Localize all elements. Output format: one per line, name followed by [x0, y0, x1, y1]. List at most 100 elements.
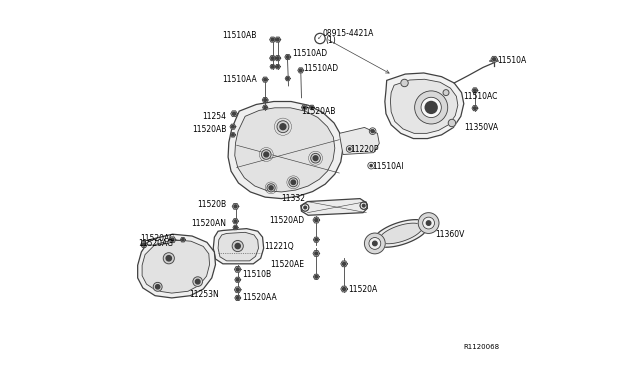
Polygon shape — [262, 77, 268, 82]
Circle shape — [426, 221, 431, 225]
Circle shape — [364, 233, 385, 254]
Text: 11510AB: 11510AB — [223, 31, 257, 41]
Text: 11510AD: 11510AD — [304, 64, 339, 73]
Circle shape — [303, 106, 306, 109]
Circle shape — [280, 124, 286, 130]
Text: 11520AE: 11520AE — [271, 260, 305, 269]
Polygon shape — [275, 37, 281, 42]
Polygon shape — [309, 105, 314, 110]
Circle shape — [143, 243, 145, 246]
Circle shape — [271, 38, 274, 41]
Circle shape — [235, 243, 240, 248]
Text: 11520AB: 11520AB — [301, 107, 335, 116]
Circle shape — [234, 220, 237, 222]
Polygon shape — [301, 105, 307, 110]
Circle shape — [315, 219, 318, 222]
Text: R1120068: R1120068 — [463, 344, 500, 350]
Polygon shape — [141, 242, 147, 247]
Polygon shape — [218, 232, 259, 261]
Polygon shape — [285, 54, 291, 60]
Polygon shape — [373, 219, 428, 247]
Circle shape — [195, 279, 200, 284]
Polygon shape — [142, 240, 209, 293]
Text: 11520AA: 11520AA — [242, 293, 277, 302]
Text: 11510AI: 11510AI — [372, 162, 403, 171]
Circle shape — [236, 278, 239, 281]
Text: 11220P: 11220P — [350, 145, 379, 154]
Circle shape — [493, 58, 496, 61]
Polygon shape — [380, 223, 422, 244]
Circle shape — [182, 238, 184, 241]
Polygon shape — [228, 102, 343, 199]
Text: 11520B: 11520B — [198, 200, 227, 209]
Polygon shape — [230, 111, 237, 116]
Text: 11221Q: 11221Q — [264, 241, 294, 250]
Polygon shape — [235, 277, 241, 282]
Circle shape — [311, 153, 321, 163]
Circle shape — [171, 238, 174, 241]
Circle shape — [424, 101, 438, 114]
Circle shape — [342, 288, 346, 291]
Circle shape — [276, 65, 279, 68]
Text: 11520AB: 11520AB — [192, 125, 227, 134]
Circle shape — [415, 91, 448, 124]
Circle shape — [342, 262, 346, 265]
Text: 11520AD: 11520AD — [269, 216, 305, 225]
Text: ✓: ✓ — [317, 35, 323, 42]
Circle shape — [271, 65, 274, 68]
Circle shape — [156, 285, 160, 289]
Polygon shape — [301, 199, 367, 215]
Text: 11510A: 11510A — [497, 56, 527, 65]
Circle shape — [418, 213, 439, 234]
Polygon shape — [269, 55, 276, 61]
Text: 11510B: 11510B — [242, 270, 271, 279]
Circle shape — [315, 238, 317, 241]
Circle shape — [401, 79, 408, 87]
Circle shape — [236, 296, 239, 299]
Polygon shape — [313, 251, 319, 256]
Text: 11520A: 11520A — [348, 285, 377, 294]
Polygon shape — [340, 261, 348, 267]
Circle shape — [267, 184, 275, 192]
Text: 11510AC: 11510AC — [463, 92, 497, 101]
Circle shape — [362, 203, 366, 208]
Circle shape — [289, 178, 298, 187]
Circle shape — [315, 252, 318, 255]
Polygon shape — [232, 219, 239, 224]
Circle shape — [153, 282, 162, 291]
Polygon shape — [472, 106, 478, 111]
Circle shape — [232, 134, 234, 136]
Polygon shape — [314, 274, 319, 279]
Polygon shape — [138, 234, 216, 298]
Text: 11520AC: 11520AC — [140, 234, 175, 243]
Circle shape — [300, 69, 302, 72]
Text: 11350VA: 11350VA — [465, 123, 499, 132]
Polygon shape — [232, 203, 239, 209]
Circle shape — [372, 241, 377, 246]
Circle shape — [303, 205, 307, 209]
Circle shape — [348, 147, 351, 151]
Circle shape — [372, 130, 374, 132]
Circle shape — [474, 89, 476, 92]
Polygon shape — [298, 68, 304, 73]
Circle shape — [287, 56, 289, 58]
Circle shape — [264, 99, 266, 101]
Polygon shape — [262, 105, 268, 110]
Polygon shape — [234, 287, 241, 293]
Polygon shape — [339, 128, 380, 154]
Polygon shape — [169, 237, 176, 243]
Text: 11520AN: 11520AN — [191, 219, 227, 228]
Polygon shape — [275, 64, 280, 69]
Polygon shape — [313, 217, 319, 223]
Polygon shape — [340, 286, 348, 292]
Polygon shape — [230, 132, 236, 137]
Circle shape — [262, 150, 271, 159]
Polygon shape — [235, 295, 241, 301]
Circle shape — [277, 121, 289, 133]
Polygon shape — [269, 37, 276, 42]
Text: 11510AA: 11510AA — [222, 75, 257, 84]
Circle shape — [163, 253, 174, 264]
Circle shape — [474, 107, 476, 109]
Circle shape — [369, 237, 381, 249]
Polygon shape — [390, 79, 458, 134]
